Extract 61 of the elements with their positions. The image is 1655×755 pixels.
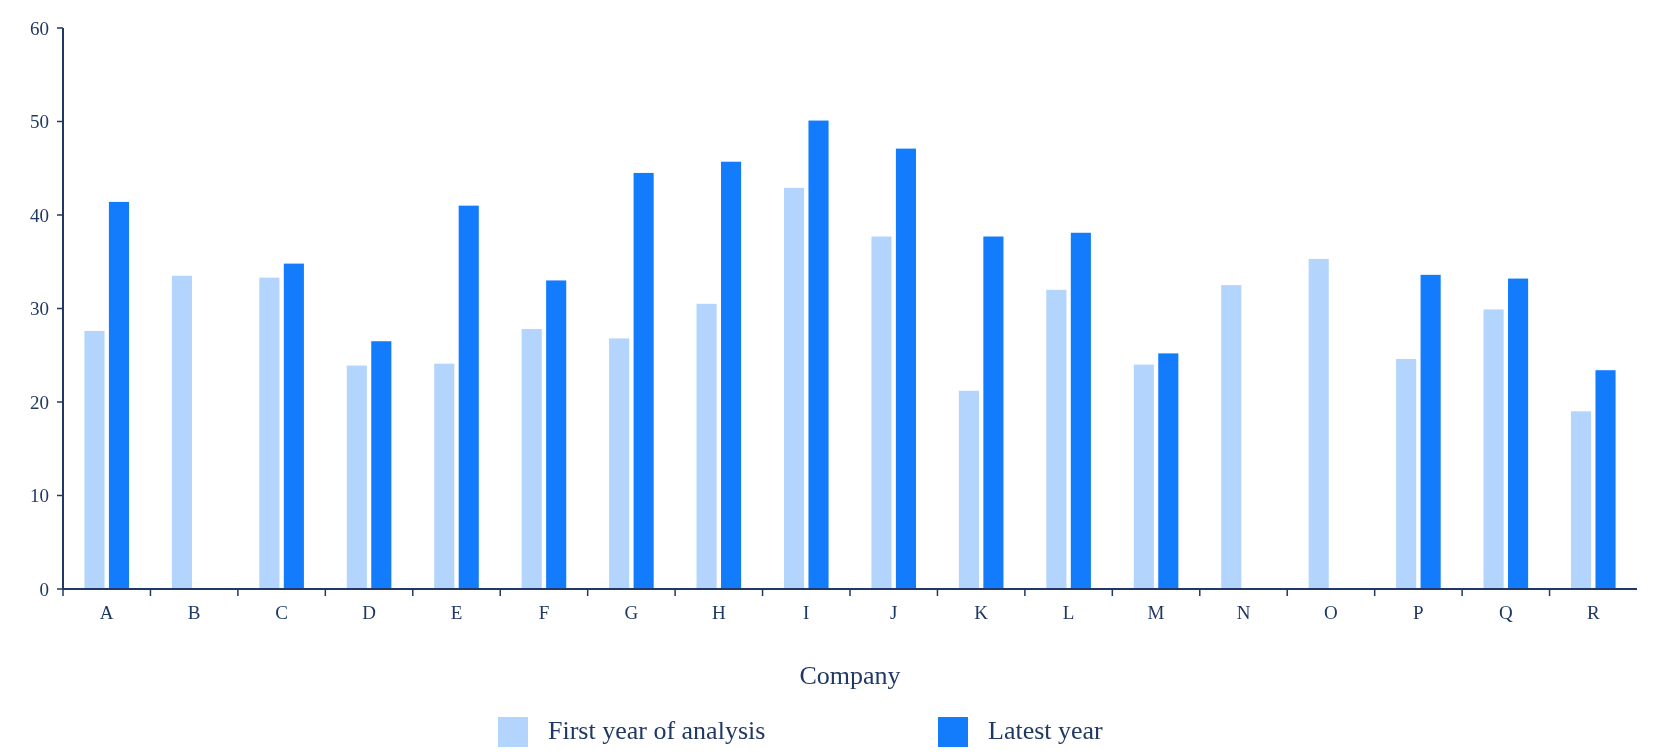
bar	[983, 236, 1004, 589]
y-tick-label: 30	[30, 298, 49, 320]
bar	[434, 363, 455, 589]
bar	[633, 172, 654, 589]
x-tick-label: Q	[1498, 602, 1513, 623]
x-tick-label: F	[538, 602, 550, 623]
bar	[1133, 364, 1154, 589]
x-axis-title: Company	[799, 661, 901, 690]
bar	[958, 390, 979, 589]
y-tick-label: 50	[30, 111, 49, 133]
bar	[1070, 232, 1091, 589]
x-tick-label: I	[803, 602, 810, 623]
y-tick-label: 10	[30, 485, 49, 507]
bar	[1046, 289, 1067, 589]
bar	[1483, 309, 1504, 589]
legend-label: First year of analysis	[548, 716, 766, 745]
bar	[1420, 274, 1441, 589]
bar	[721, 161, 742, 589]
y-tick-label: 20	[30, 391, 49, 413]
x-tick-label: L	[1062, 602, 1075, 623]
x-tick-label: G	[624, 602, 639, 623]
bar	[346, 365, 367, 589]
y-tick-label: 40	[30, 204, 49, 226]
x-tick-label: D	[362, 602, 376, 623]
x-tick-label: P	[1413, 602, 1424, 623]
bar	[1595, 370, 1616, 589]
x-tick-label: O	[1324, 602, 1338, 623]
x-tick-label: E	[450, 602, 463, 623]
bar	[108, 201, 130, 589]
bar	[1221, 285, 1242, 589]
bar	[259, 277, 280, 589]
bar	[458, 205, 479, 589]
bar	[84, 330, 105, 589]
x-tick-label: K	[974, 602, 989, 623]
x-tick-label: A	[99, 602, 114, 623]
bar	[696, 303, 717, 589]
x-tick-label: M	[1147, 602, 1165, 623]
bar	[546, 280, 567, 589]
bar	[609, 338, 630, 589]
bar	[521, 329, 542, 589]
x-tick-label: H	[711, 602, 726, 623]
bar	[808, 120, 829, 589]
legend-label: Latest year	[988, 716, 1104, 745]
bar	[171, 275, 192, 589]
bar	[1508, 278, 1529, 589]
bar	[371, 341, 392, 589]
y-tick-label: 60	[30, 17, 49, 39]
bar	[1570, 411, 1592, 589]
x-tick-label: C	[275, 602, 288, 623]
bar	[1308, 258, 1329, 589]
x-tick-label: B	[187, 602, 201, 623]
bar	[1158, 353, 1179, 589]
bar	[283, 263, 304, 589]
bar	[895, 148, 917, 589]
y-tick-label: 0	[39, 578, 49, 600]
x-tick-label: R	[1586, 602, 1600, 623]
bar	[871, 236, 892, 589]
bar	[783, 187, 805, 589]
bar	[1396, 358, 1417, 589]
x-tick-label: J	[890, 602, 898, 623]
x-tick-label: N	[1236, 602, 1251, 623]
